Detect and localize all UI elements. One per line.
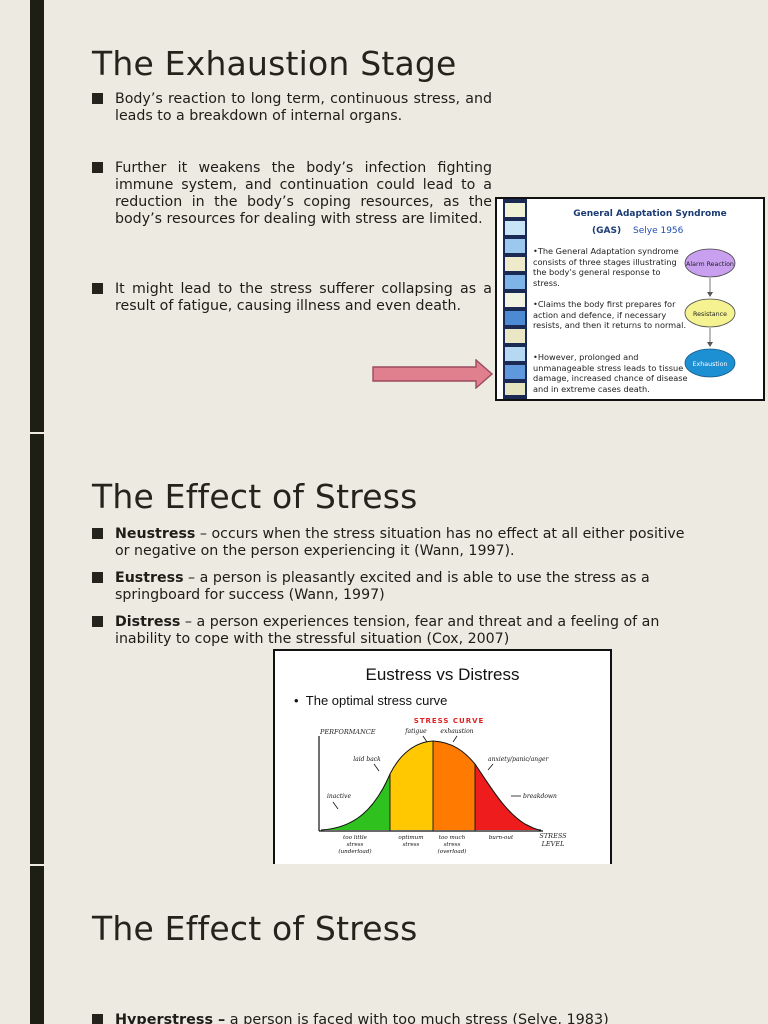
bottom-label: too much [439, 835, 466, 841]
stress-curve-figure: Eustress vs Distress • The optimal stres… [273, 649, 612, 864]
stage-label: Exhaustion [693, 361, 728, 368]
bullet-square-icon [92, 162, 103, 173]
alarm-reaction-stage [684, 248, 736, 278]
bottom-label: stress [444, 842, 461, 848]
gas-point: •However, prolonged and unmanageable str… [533, 352, 688, 394]
x-axis-label: LEVEL [541, 840, 565, 848]
figure-bullet: • The optimal stress curve [294, 693, 448, 708]
bottom-label: (overload) [438, 848, 467, 855]
slide-effect-of-stress-1: The Effect of Stress Neustress – occurs … [0, 434, 768, 864]
gas-heading: General Adaptation Syndrome [573, 209, 727, 219]
bottom-label: optimum [398, 835, 423, 841]
slide-accent-bar [30, 0, 44, 432]
side-label: breakdown [523, 793, 557, 800]
resistance-stage [684, 298, 736, 328]
slide-exhaustion-stage: The Exhaustion Stage Body’s reaction to … [0, 0, 768, 432]
bottom-label: (underload) [338, 848, 371, 855]
stress-curve-graph: STRESS CURVE PERFORMANCE fatigue exhaust… [318, 717, 567, 855]
slide-accent-bar [30, 434, 44, 864]
slide-title: The Effect of Stress [92, 477, 418, 516]
bottom-label: stress [347, 842, 364, 848]
bullet-item: Neustress – occurs when the stress situa… [92, 526, 690, 560]
bullet-square-icon [92, 1014, 103, 1024]
slide-accent-bar [30, 866, 44, 1024]
bullet-item: Body’s reaction to long term, continuous… [92, 91, 492, 125]
stage-label: Alarm Reaction [686, 261, 734, 268]
slide-effect-of-stress-2: The Effect of Stress Hyperstress – a per… [0, 866, 768, 1024]
stage-label: Resistance [693, 311, 727, 318]
bottom-label: too little [343, 835, 368, 841]
zone-burnout [475, 764, 541, 830]
bullet-item: It might lead to the stress sufferer col… [92, 281, 492, 315]
bullet-square-icon [92, 616, 103, 627]
bullet-item: Further it weakens the body’s infection … [92, 160, 492, 228]
bullet-item: Hyperstress – a person is faced with too… [92, 1012, 712, 1024]
figure-title: Eustress vs Distress [365, 665, 520, 684]
bullet-square-icon [92, 283, 103, 294]
pointer-arrow-icon [372, 359, 494, 389]
gas-infographic: General Adaptation Syndrome (GAS) Selye … [495, 197, 765, 401]
zone-overload [433, 741, 475, 830]
bullet-square-icon [92, 93, 103, 104]
curve-title: STRESS CURVE [414, 717, 485, 725]
top-label: exhaustion [440, 728, 473, 735]
exhaustion-stage [684, 348, 736, 378]
slide-title: The Effect of Stress [92, 909, 418, 948]
bullet-dot-icon: • [294, 693, 306, 708]
x-axis-label: STRESS [539, 832, 567, 840]
zone-underload [321, 774, 390, 830]
bottom-label: burn-out [489, 835, 514, 841]
zone-optimum [390, 741, 433, 830]
side-label: anxiety/panic/anger [488, 756, 550, 763]
gas-point: •Claims the body first prepares for acti… [533, 299, 687, 330]
slide-title: The Exhaustion Stage [92, 44, 457, 83]
gas-stage-diagram: Alarm Reaction Resistance Exhaustion [684, 248, 736, 378]
side-label: laid back [353, 756, 381, 763]
bullet-item: Distress – a person experiences tension,… [92, 614, 690, 648]
gas-subheading-right: Selye 1956 [633, 226, 684, 236]
side-label: inactive [327, 793, 351, 800]
gas-subheading-left: (GAS) [592, 226, 622, 236]
bullet-square-icon [92, 528, 103, 539]
decorative-stripe [503, 199, 527, 399]
gas-point: •The General Adaptation syndrome consist… [533, 246, 679, 288]
bullet-item: Eustress – a person is pleasantly excite… [92, 570, 690, 604]
bottom-label: stress [403, 842, 420, 848]
y-axis-label: PERFORMANCE [319, 728, 376, 736]
bullet-square-icon [92, 572, 103, 583]
top-label: fatigue [404, 728, 427, 735]
